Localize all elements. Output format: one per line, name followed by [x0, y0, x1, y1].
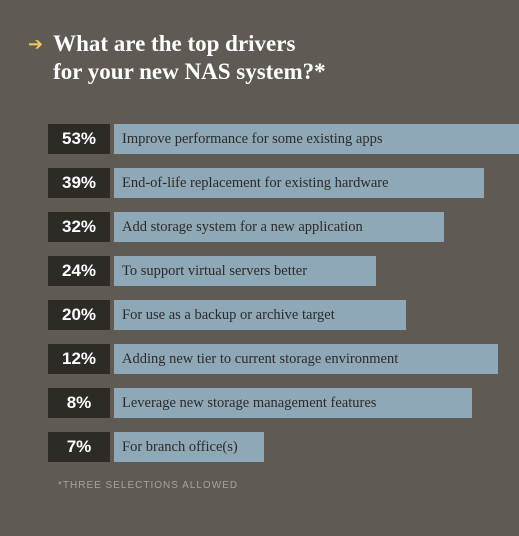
title-block: ➔ What are the top drivers for your new … [28, 30, 488, 86]
chart-title: What are the top drivers for your new NA… [53, 30, 326, 86]
arrow-icon: ➔ [28, 34, 43, 55]
bar-label: To support virtual servers better [122, 256, 307, 286]
pct-box: 8% [48, 388, 110, 418]
bar-row: 7% For branch office(s) [48, 432, 478, 462]
title-line-2: for your new NAS system?* [53, 59, 326, 84]
bar-label: Adding new tier to current storage envir… [122, 344, 398, 374]
bar-label: Improve performance for some existing ap… [122, 124, 383, 154]
bar-row: 24% To support virtual servers better [48, 256, 478, 286]
infographic-canvas: ➔ What are the top drivers for your new … [0, 0, 519, 536]
bar-row: 8% Leverage new storage management featu… [48, 388, 478, 418]
bar-row: 20% For use as a backup or archive targe… [48, 300, 478, 330]
bar-label: Leverage new storage management features [122, 388, 376, 418]
bar-row: 12% Adding new tier to current storage e… [48, 344, 478, 374]
footnote: *THREE SELECTIONS ALLOWED [58, 480, 238, 491]
bar-label: For use as a backup or archive target [122, 300, 335, 330]
bar-row: 32% Add storage system for a new applica… [48, 212, 478, 242]
pct-box: 53% [48, 124, 110, 154]
bar-label: For branch office(s) [122, 432, 238, 462]
bar-row: 39% End-of-life replacement for existing… [48, 168, 478, 198]
pct-box: 20% [48, 300, 110, 330]
pct-box: 12% [48, 344, 110, 374]
pct-box: 32% [48, 212, 110, 242]
pct-box: 24% [48, 256, 110, 286]
pct-box: 39% [48, 168, 110, 198]
bar-row: 53% Improve performance for some existin… [48, 124, 478, 154]
pct-box: 7% [48, 432, 110, 462]
bar-chart: 53% Improve performance for some existin… [48, 124, 478, 476]
bar-label: End-of-life replacement for existing har… [122, 168, 389, 198]
title-line-1: What are the top drivers [53, 31, 295, 56]
bar-label: Add storage system for a new application [122, 212, 363, 242]
